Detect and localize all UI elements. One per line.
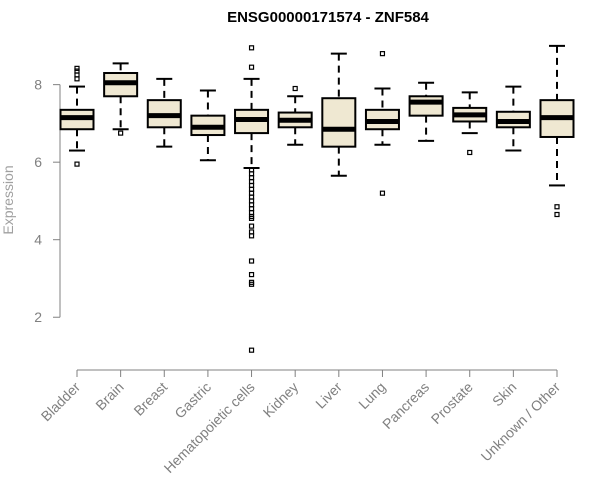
box-brain [103,62,139,136]
x-tick-label: Unknown / Other [478,379,564,465]
iqr-box [408,95,444,117]
chart-title: ENSG00000171574 - ZNF584 [227,9,429,26]
outlier-point [248,271,255,278]
y-axis: 2 4 6 8 [34,77,61,325]
outlier-point [74,68,80,74]
box-skin [495,85,531,152]
box-kidney [277,85,313,146]
box-breast [146,77,182,148]
box-pancreas [408,81,444,142]
x-tick-label: Liver [312,379,345,412]
iqr-box [321,97,357,148]
outlier-point [248,279,255,285]
x-tick-label: Pancreas [379,379,432,432]
outlier-point [379,190,386,196]
outlier-point [248,167,255,173]
x-tick-label: Kidney [260,379,302,421]
x-tick-label: Brain [92,379,126,413]
outlier-point [248,347,255,353]
y-tick-label: 8 [34,77,42,93]
outlier-point [248,64,255,70]
box-hematopoietic-cells [234,45,270,353]
outlier-point [554,204,560,210]
box-series [59,44,575,353]
outlier-point [248,45,255,51]
y-tick-label: 2 [34,309,42,325]
x-tick-label: Bladder [38,379,84,425]
box-prostate [452,91,488,156]
outlier-point [554,211,560,218]
x-tick-label: Gastric [171,379,214,422]
box-gastric [190,89,226,162]
outlier-point [248,258,255,264]
outlier-point [118,130,124,136]
y-tick-label: 6 [34,154,42,170]
outlier-point [292,85,298,92]
box-lung [364,51,400,196]
box-unknown-other [539,44,575,218]
outlier-point [248,229,255,235]
y-axis-label: Expression [0,165,16,234]
outlier-point [74,65,80,71]
x-tick-label: Lung [355,379,388,412]
outlier-point [74,161,80,167]
x-tick-label: Prostate [428,379,476,427]
box-bladder [59,65,95,167]
box-liver [321,52,357,177]
x-tick-label: Skin [489,379,520,410]
outlier-point [379,51,386,57]
outlier-point [248,223,255,229]
y-tick-label: 4 [34,232,42,248]
outlier-point [467,149,473,156]
x-tick-label: Breast [130,379,170,419]
